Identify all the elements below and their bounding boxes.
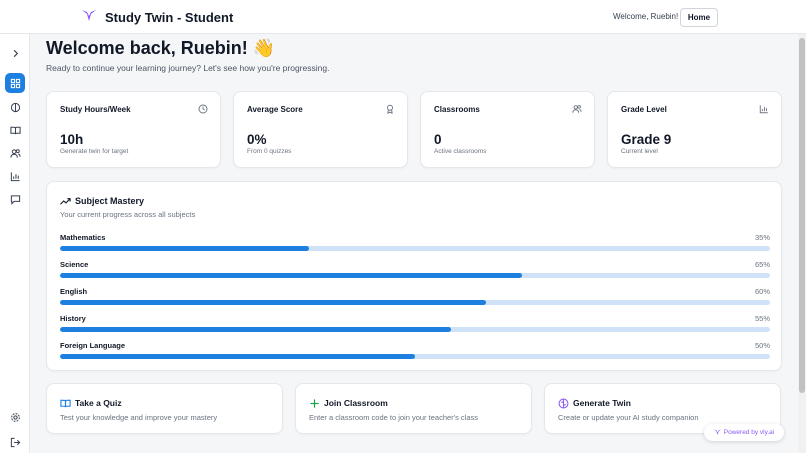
sidebar [0, 34, 30, 453]
brain-icon [558, 398, 569, 409]
action-description: Test your knowledge and improve your mas… [60, 413, 218, 422]
subject-percent: 35% [754, 233, 770, 242]
subject-percent: 55% [754, 314, 770, 323]
progress-track [60, 354, 770, 359]
stat-label: Grade Level [621, 105, 667, 114]
logout-icon [10, 437, 20, 447]
sidebar-item-settings[interactable] [5, 407, 25, 427]
bar-chart-icon [759, 105, 768, 114]
stat-card-classrooms: Classrooms 0 Active classrooms [420, 91, 595, 168]
subject-row-history: History 55% [60, 314, 770, 336]
progress-fill [60, 246, 309, 251]
progress-track [60, 246, 770, 251]
stat-card-grade-level: Grade Level Grade 9 Current level [607, 91, 782, 168]
scrollbar-thumb[interactable] [799, 38, 805, 393]
bar-chart-icon [10, 171, 20, 181]
sidebar-item-dashboard[interactable] [5, 73, 25, 93]
sidebar-item-logout[interactable] [5, 432, 25, 452]
welcome-user-text: Welcome, Ruebin! [613, 12, 679, 21]
subject-name: Foreign Language [60, 341, 126, 350]
plus-icon [310, 399, 319, 408]
sidebar-item-analytics[interactable] [5, 166, 25, 186]
progress-track [60, 327, 770, 332]
subject-row-science: Science 65% [60, 260, 770, 282]
trending-up-icon [60, 198, 71, 205]
subject-row-english: English 60% [60, 287, 770, 309]
stat-value: 0 [434, 132, 442, 147]
settings-gear-icon [10, 412, 20, 422]
stat-note: Generate twin for target [60, 148, 129, 155]
subject-name: Science [60, 260, 89, 269]
top-header: Study Twin - Student Welcome, Ruebin! Ho… [0, 0, 806, 34]
stat-label: Average Score [247, 105, 303, 114]
message-icon [10, 194, 20, 205]
bird-logo-icon [82, 10, 96, 21]
page-subtitle: Ready to continue your learning journey?… [46, 63, 330, 73]
stat-label: Study Hours/Week [60, 105, 131, 114]
subject-mastery-card: Subject Mastery Your current progress ac… [46, 181, 782, 371]
subject-row-mathematics: Mathematics 35% [60, 233, 770, 255]
progress-fill [60, 300, 486, 305]
sidebar-item-learn[interactable] [5, 120, 25, 140]
page-scrollbar[interactable] [798, 34, 806, 453]
users-icon [9, 148, 21, 158]
sidebar-item-classrooms[interactable] [5, 143, 25, 163]
join-classroom-card[interactable]: Join Classroom Enter a classroom code to… [295, 383, 532, 434]
subject-name: English [60, 287, 88, 296]
action-title: Join Classroom [324, 398, 388, 408]
subject-percent: 65% [754, 260, 770, 269]
sidebar-item-messages[interactable] [5, 189, 25, 209]
subject-percent: 50% [754, 341, 770, 350]
app-title: Study Twin - Student [105, 10, 234, 25]
sidebar-expand-button[interactable] [5, 43, 25, 63]
dashboard-grid-icon [10, 78, 20, 88]
stat-note: From 0 quizzes [247, 148, 292, 155]
bird-logo-icon [713, 429, 721, 435]
mastery-title: Subject Mastery [75, 196, 145, 206]
subject-name: Mathematics [60, 233, 106, 242]
award-icon [387, 104, 393, 114]
home-button[interactable]: Home [680, 8, 718, 27]
stat-label: Classrooms [434, 105, 480, 114]
mastery-subtitle: Your current progress across all subject… [60, 210, 196, 219]
action-title: Take a Quiz [75, 398, 122, 408]
stat-note: Current level [621, 148, 658, 155]
stat-note: Active classrooms [434, 148, 487, 155]
action-description: Enter a classroom code to join your teac… [309, 413, 479, 422]
progress-track [60, 273, 770, 278]
users-icon [572, 105, 582, 113]
stat-value: 0% [247, 132, 267, 147]
subject-name: History [60, 314, 86, 323]
progress-fill [60, 273, 522, 278]
progress-track [60, 300, 770, 305]
page-title: Welcome back, Ruebin! 👋 [46, 38, 276, 58]
book-open-icon [9, 126, 21, 134]
progress-fill [60, 327, 451, 332]
stat-value: Grade 9 [621, 132, 672, 147]
progress-fill [60, 354, 415, 359]
powered-by-badge[interactable]: Powered by vly.ai [704, 424, 784, 441]
book-open-icon [60, 399, 71, 408]
take-quiz-card[interactable]: Take a Quiz Test your knowledge and impr… [46, 383, 283, 434]
powered-by-text: Powered by vly.ai [723, 429, 775, 436]
brain-icon [10, 102, 20, 112]
clock-icon [198, 104, 208, 114]
chevron-right-icon [13, 49, 18, 57]
subject-percent: 60% [754, 287, 770, 296]
stat-value: 10h [60, 132, 84, 147]
stat-card-study-hours: Study Hours/Week 10h Generate twin for t… [46, 91, 221, 168]
subject-row-foreign-language: Foreign Language 50% [60, 341, 770, 363]
stat-card-average-score: Average Score 0% From 0 quizzes [233, 91, 408, 168]
action-title: Generate Twin [573, 398, 631, 408]
sidebar-item-twin[interactable] [5, 97, 25, 117]
action-description: Create or update your AI study companion [558, 413, 699, 422]
